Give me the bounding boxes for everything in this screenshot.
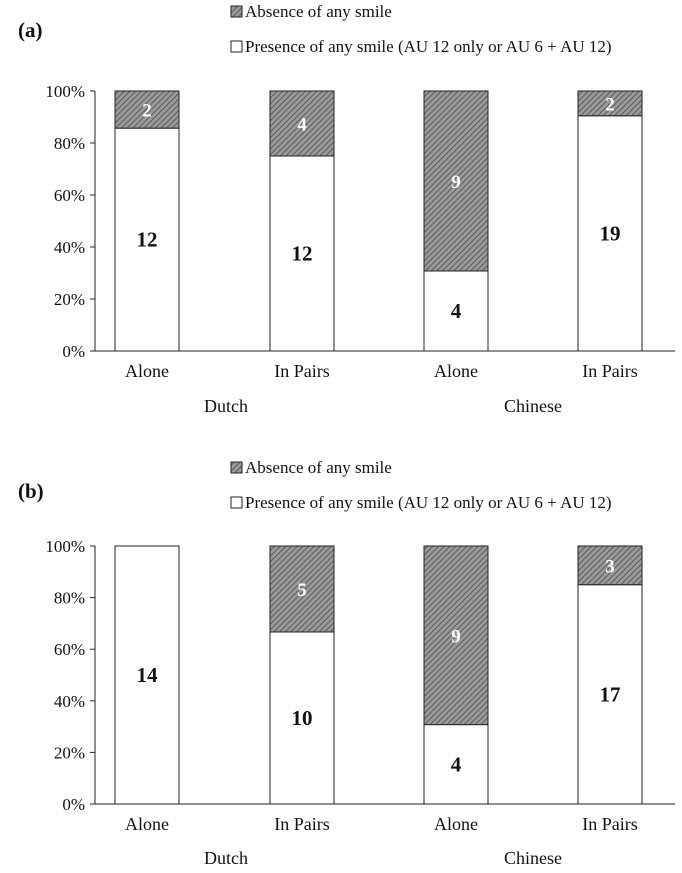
x-category-label: Alone [125,361,169,381]
data-label-presence: 17 [600,682,621,706]
bar-presence [423,270,489,352]
bar-absence [577,545,643,586]
data-label-absence: 3 [605,556,615,577]
data-label-absence: 2 [605,94,615,115]
y-tick-label: 80% [54,134,85,153]
x-group-label: Chinese [504,396,562,416]
bar-presence [114,545,180,805]
bar-presence [114,127,180,352]
y-tick-label: 60% [54,186,85,205]
legend-label-absence: Absence of any smile [245,2,392,21]
legend-label-presence: Presence of any smile (AU 12 only or AU … [245,37,612,56]
x-group-label: Dutch [204,396,248,416]
y-tick-label: 60% [54,640,85,659]
chart-panel-a: (a) Absence of any smile Presence of any s… [18,2,675,416]
bar-presence [423,724,489,805]
bar-presence [269,631,335,805]
panel-label: (b) [18,479,44,503]
legend-swatch-presence [230,496,243,509]
x-category-label: In Pairs [582,814,638,834]
data-label-presence: 4 [451,752,462,776]
x-category-label: Alone [434,814,478,834]
data-label-presence: 4 [451,299,462,323]
bar-absence [577,90,643,117]
data-label-absence: 5 [297,580,307,601]
bar-absence [269,90,335,157]
bar-presence [269,155,335,352]
y-tick-label: 40% [54,692,85,711]
data-label-presence: 12 [292,242,313,266]
panel-label: (a) [18,18,43,42]
data-label-presence: 10 [292,706,313,730]
y-tick-label: 100% [45,82,85,101]
y-tick-label: 20% [54,743,85,762]
data-label-presence: 12 [137,228,158,252]
x-category-label: In Pairs [582,361,638,381]
bar-absence [269,545,335,633]
x-group-label: Chinese [504,848,562,868]
data-label-presence: 19 [600,221,621,245]
bar-presence [577,584,643,805]
legend-swatch-absence [230,5,243,18]
bar-absence [114,90,180,129]
y-tick-label: 100% [45,537,85,556]
data-label-absence: 9 [451,172,461,193]
legend-label-presence: Presence of any smile (AU 12 only or AU … [245,493,612,512]
legend-swatch-presence [230,40,243,53]
y-tick-label: 0% [62,795,85,814]
data-label-absence: 4 [297,115,307,136]
data-label-absence: 2 [142,101,152,122]
bar-absence [423,545,489,726]
x-category-label: In Pairs [274,814,330,834]
x-group-label: Dutch [204,848,248,868]
y-tick-label: 0% [62,342,85,361]
x-category-label: In Pairs [274,361,330,381]
y-tick-label: 20% [54,290,85,309]
x-category-label: Alone [434,361,478,381]
y-tick-label: 40% [54,238,85,257]
data-label-presence: 14 [137,663,159,687]
legend-label-absence: Absence of any smile [245,458,392,477]
chart-panel-b: (b) Absence of any smile Presence of any s… [18,458,675,868]
bar-absence [423,90,489,272]
data-label-absence: 9 [451,626,461,647]
legend-swatch-absence [230,461,243,474]
x-category-label: Alone [125,814,169,834]
y-tick-label: 80% [54,589,85,608]
